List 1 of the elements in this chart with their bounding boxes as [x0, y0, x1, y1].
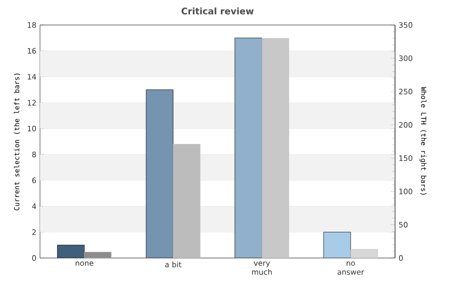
chart-title: Critical review — [182, 8, 254, 14]
